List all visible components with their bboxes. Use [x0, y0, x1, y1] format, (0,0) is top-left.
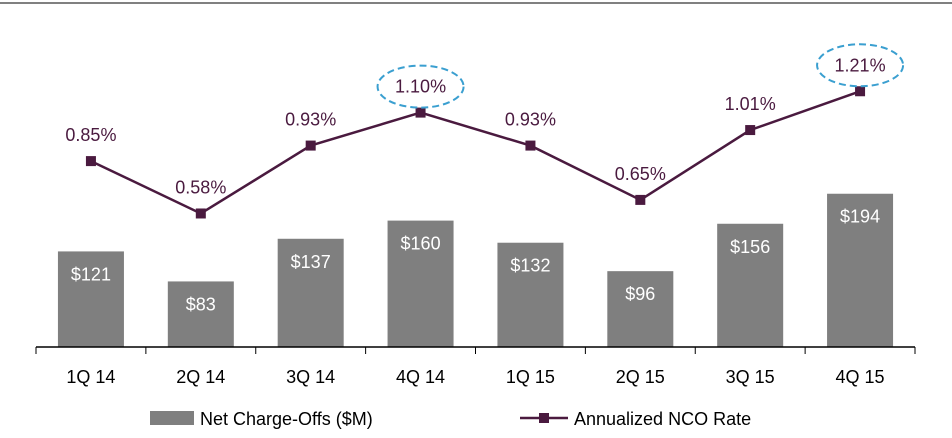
rate-value-label: 0.65% — [615, 164, 666, 184]
bar-3q-15 — [717, 223, 784, 347]
rate-value-label: 0.93% — [285, 110, 336, 130]
x-tick-label: 4Q 14 — [396, 367, 445, 387]
x-tick-label: 4Q 15 — [836, 367, 885, 387]
x-tick-label: 3Q 14 — [286, 367, 335, 387]
rate-value-label: 0.93% — [505, 110, 556, 130]
legend-bar-label: Net Charge-Offs ($M) — [200, 409, 373, 429]
bar-value-label: $156 — [730, 237, 770, 257]
bar-1q-14 — [57, 251, 124, 347]
legend: Net Charge-Offs ($M) Annualized NCO Rate — [150, 409, 751, 429]
rate-value-label: 1.10% — [395, 77, 446, 97]
rate-marker — [305, 140, 316, 151]
rate-value-label: 1.21% — [835, 55, 886, 75]
rate-marker — [415, 107, 426, 118]
x-tick-label: 2Q 15 — [616, 367, 665, 387]
legend-line-label: Annualized NCO Rate — [574, 409, 751, 429]
bars-layer: $121 $83 $137 $160 $132 $96 $156 $194 — [57, 193, 894, 347]
bar-1q-15 — [497, 242, 564, 347]
highlight-ellipse — [816, 43, 905, 88]
rate-value-label: 0.85% — [65, 125, 116, 145]
bar-value-label: $137 — [291, 252, 331, 272]
bar-2q-14 — [167, 281, 234, 347]
bar-2q-15 — [607, 271, 674, 347]
legend-line-marker — [539, 413, 549, 423]
x-ticks: 1Q 14 2Q 14 3Q 14 4Q 14 1Q 15 2Q 15 3Q 15 4Q 15 — [35, 347, 916, 387]
bar-4q-15 — [827, 193, 894, 347]
bar-value-label: $96 — [625, 284, 655, 304]
rate-value-label: 1.01% — [725, 94, 776, 114]
bar-value-label: $121 — [71, 264, 111, 284]
bar-4q-14 — [387, 220, 454, 347]
bar-value-label: $83 — [186, 294, 216, 314]
x-tick-label: 3Q 15 — [726, 367, 775, 387]
rate-marker — [195, 208, 206, 219]
rate-line — [90, 90, 861, 215]
bar-value-label: $132 — [510, 256, 550, 276]
bar-value-label: $194 — [840, 207, 880, 227]
bar-value-label: $160 — [401, 234, 441, 254]
rate-marker — [635, 194, 646, 205]
x-tick-label: 2Q 14 — [176, 367, 225, 387]
highlight-ellipse — [376, 64, 465, 109]
x-tick-label: 1Q 14 — [66, 367, 115, 387]
legend-bar-swatch — [150, 411, 194, 425]
bar-3q-14 — [277, 238, 344, 347]
rate-marker — [525, 140, 536, 151]
rate-marker — [745, 125, 756, 136]
rate-line-layer: 0.85% 0.58% 0.93% 1.10% 0.93% 0.65% 1.01% 1.21% — [65, 43, 905, 219]
x-tick-label: 1Q 15 — [506, 367, 555, 387]
rate-marker — [85, 156, 96, 167]
rate-value-label: 0.58% — [175, 177, 226, 197]
rate-marker — [855, 86, 866, 97]
